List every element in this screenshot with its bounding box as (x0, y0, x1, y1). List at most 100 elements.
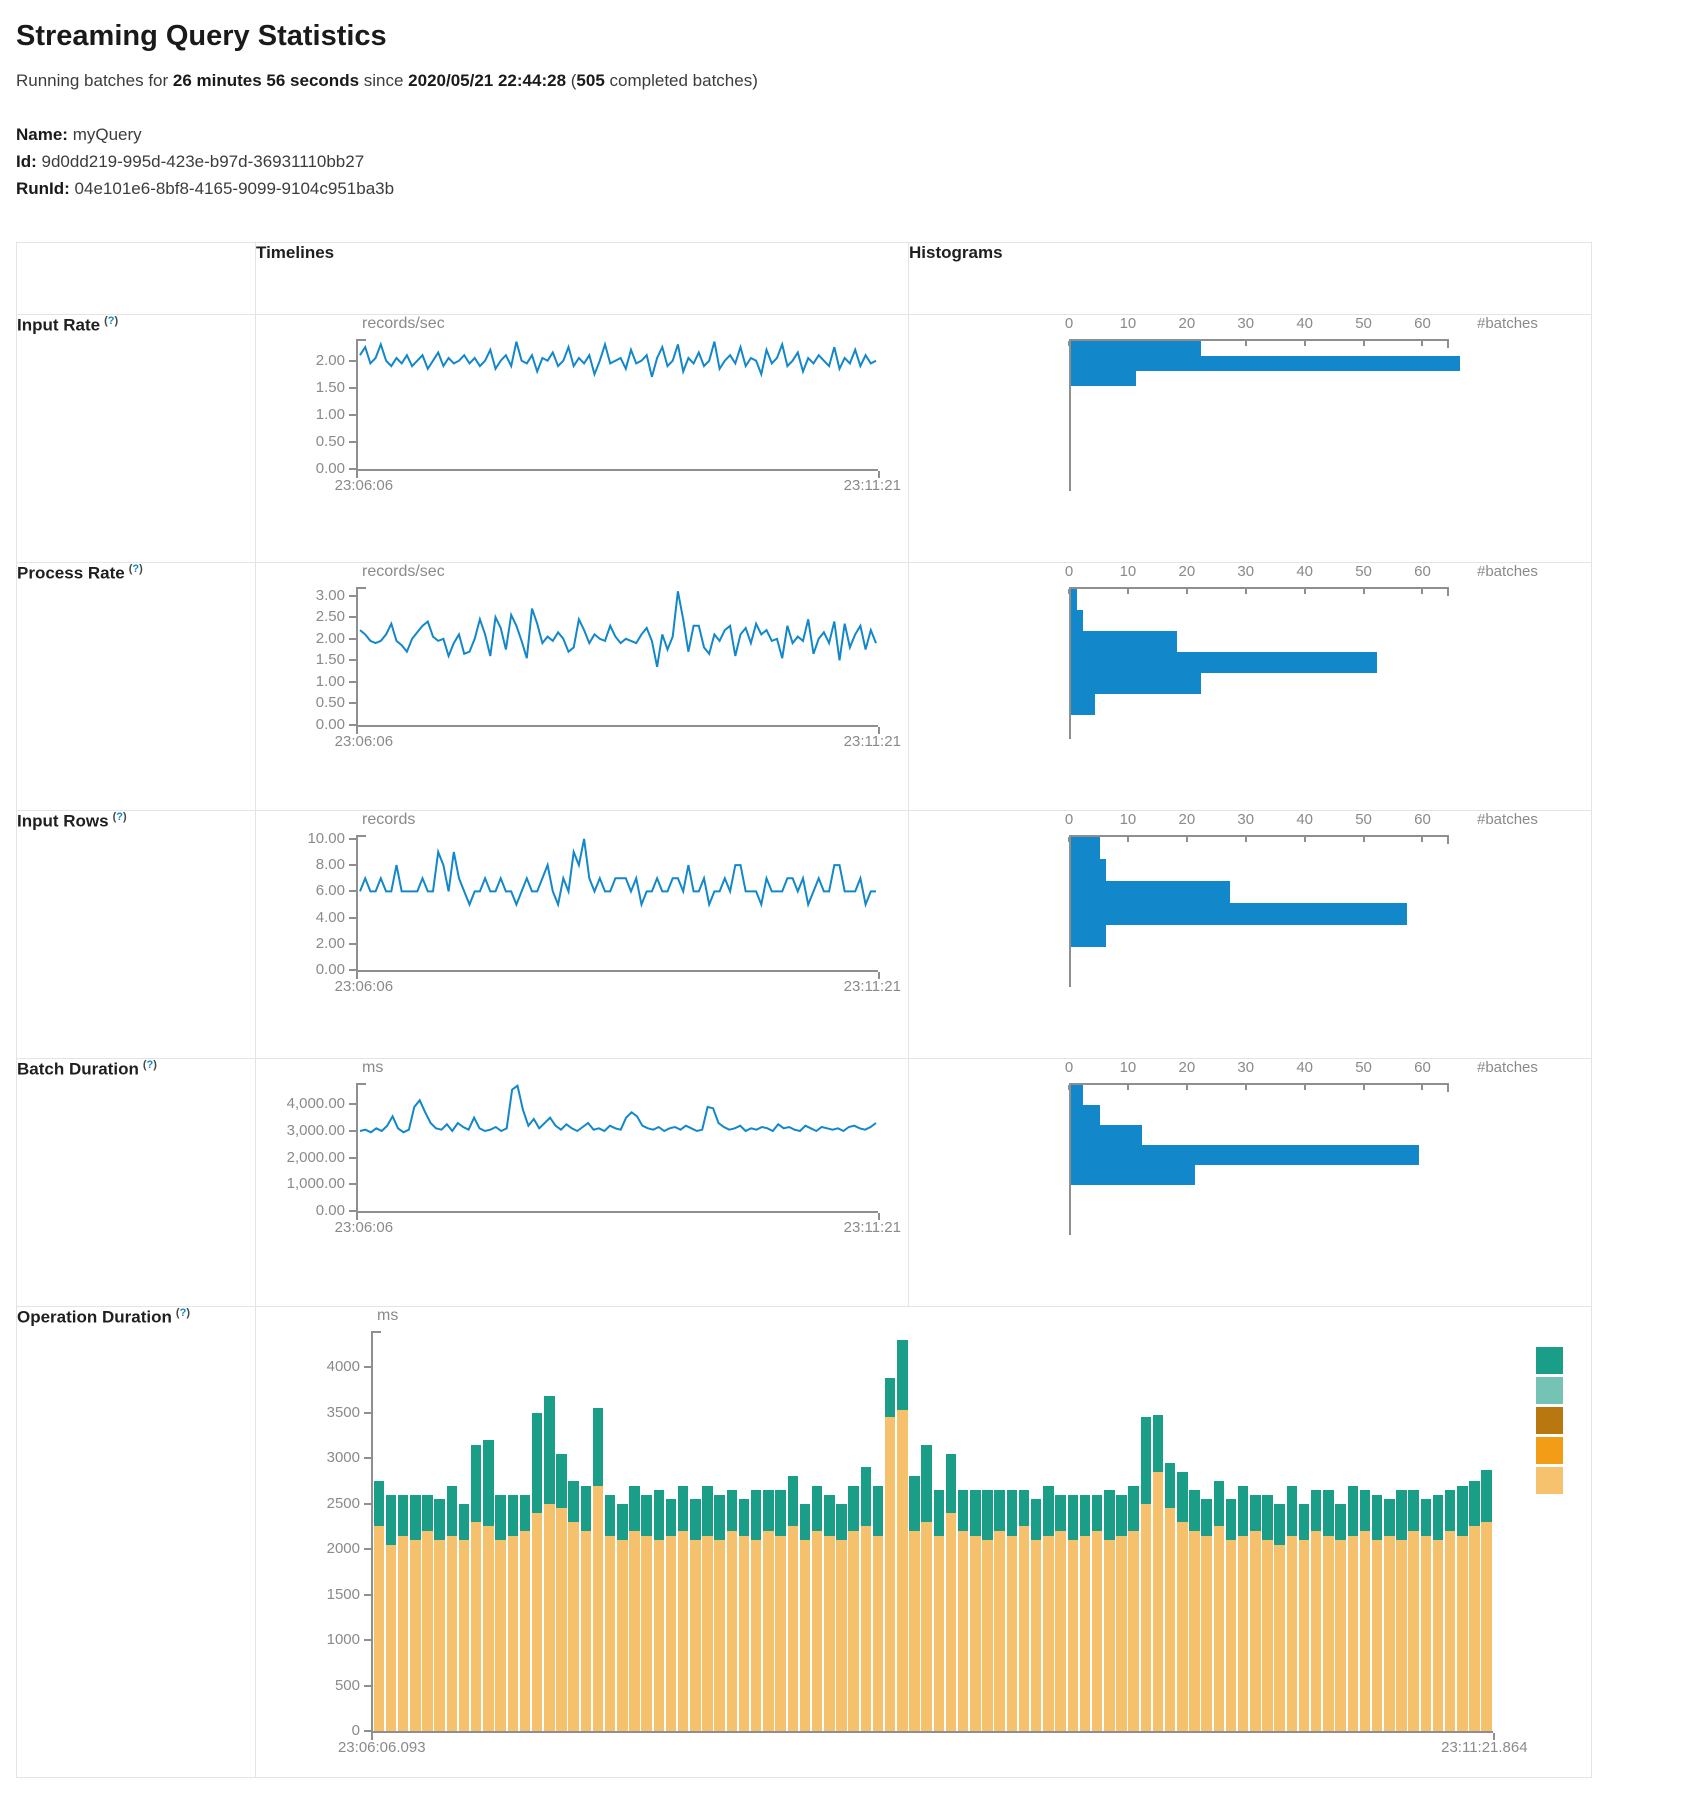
stacked-bar-bottom-segment (1274, 1544, 1285, 1731)
batch-duration-timeline-cell: ms 4,000.00 3,000.00 2,000.00 1,000.00 0.00 2… (255, 1058, 909, 1307)
input-rate-line-plot: 2.00 1.50 1.00 0.50 0.00 23:06:06 23:11:21 (316, 339, 901, 494)
stacked-bar-bottom-segment (1201, 1535, 1212, 1731)
y-tick-label: 4000 (326, 1358, 360, 1376)
stacked-bar-bottom-segment (1164, 1508, 1176, 1731)
stacked-bar-bottom-segment (1323, 1535, 1334, 1731)
y-tick-label: 3,000.00 (286, 1122, 345, 1139)
x-tick-label: 50 (1355, 811, 1372, 828)
help-tooltip-icon[interactable]: (?) (175, 1307, 190, 1319)
stacked-bar-bottom-segment (970, 1535, 981, 1731)
histogram-y-axis (1069, 587, 1071, 739)
stacked-bar-bottom-segment (677, 1531, 689, 1731)
stacked-bar-top-segment (957, 1490, 969, 1531)
x-tick-label: 10 (1119, 563, 1137, 580)
stacked-bar-bottom-segment (1189, 1531, 1200, 1731)
stacked-bar-bottom-segment (1444, 1531, 1456, 1731)
stacked-bar-bottom-segment (1030, 1540, 1042, 1731)
x-tick-mark (1303, 1085, 1306, 1090)
x-axis-end-tick (356, 1213, 358, 1220)
stacked-bar-top-segment (617, 1503, 628, 1541)
query-runid-row: RunId: 04e101e6-8bf8-4165-9099-9104c951b… (16, 175, 1677, 202)
help-tooltip-icon[interactable]: (?) (142, 1059, 157, 1071)
row-label-process-rate: Process Rate (?) (16, 562, 256, 811)
y-tick-label: 3000 (326, 1449, 360, 1467)
stacked-bar-top-segment (1116, 1494, 1127, 1536)
x-tick-mark (1244, 837, 1247, 842)
y-tick-mark (349, 864, 356, 867)
y-tick-label: 1.50 (315, 651, 345, 669)
y-tick-mark (349, 1130, 356, 1132)
x-tick-mark (1303, 837, 1306, 842)
stacked-bar-top-segment (1006, 1490, 1018, 1536)
query-name-row: Name: myQuery (16, 121, 1677, 148)
stacked-bar-bottom-segment (1140, 1503, 1152, 1731)
x-axis-end-tick (371, 1733, 373, 1740)
histogram-bar (1071, 694, 1095, 715)
stacked-bar-bottom-segment (1286, 1535, 1298, 1731)
y-tick-mark (364, 1502, 371, 1505)
stacked-bar-top-segment (1189, 1490, 1200, 1531)
input-rows-histogram-cell: 0 10 20 30 40 50 60 #batches (908, 810, 1592, 1059)
help-tooltip-icon[interactable]: (?) (104, 315, 119, 327)
x-tick-label-start: 23:06:06 (334, 978, 394, 995)
y-tick-label: 0.00 (315, 1202, 345, 1219)
stacked-bar-top-segment (385, 1494, 397, 1545)
stacked-bar-top-segment (580, 1485, 592, 1531)
y-tick-mark (364, 1730, 371, 1732)
stacked-bar-bottom-segment (994, 1531, 1005, 1731)
stacked-bar-bottom-segment (957, 1531, 969, 1731)
stacked-bar-top-segment (811, 1485, 823, 1531)
stacked-bar-top-segment (592, 1408, 604, 1486)
help-tooltip-icon[interactable]: (?) (112, 811, 127, 823)
stacked-bar-bottom-segment (1177, 1521, 1188, 1731)
histogram-bar (1071, 1105, 1101, 1125)
stacked-bar-bottom-segment (897, 1410, 908, 1731)
y-tick-label: 500 (334, 1676, 360, 1694)
stacked-bar-bottom-segment (1055, 1531, 1066, 1731)
stacked-bar-bottom-segment (470, 1521, 482, 1731)
histogram-bar (1071, 1085, 1083, 1105)
process-rate-histogram-cell: 0 10 20 30 40 50 60 #batches (908, 562, 1592, 811)
y-tick-mark (349, 1183, 356, 1186)
x-tick-label: 10 (1119, 315, 1137, 332)
histogram-bar (1071, 610, 1083, 631)
stacked-bar-top-segment (653, 1490, 665, 1541)
y-tick-mark (349, 890, 356, 893)
x-tick-mark (1185, 837, 1188, 842)
y-tick-label: 6.00 (315, 882, 345, 900)
stacked-bar-bottom-segment (848, 1531, 859, 1731)
operation-duration-row: Operation Duration (?) ms 4000 3500 3000 250… (16, 1306, 1592, 1778)
stacked-bar-top-segment (556, 1453, 567, 1509)
process-rate-row: Process Rate (?) records/sec 3.00 2.50 2.00… (16, 562, 1592, 811)
stacked-bar-top-segment (909, 1476, 920, 1531)
stacked-bar-bottom-segment (519, 1531, 531, 1731)
stacked-bar-top-segment (1201, 1499, 1212, 1536)
process-rate-histogram-chart: 0 10 20 30 40 50 60 #batches (1065, 563, 1591, 763)
stacked-bar-top-segment (483, 1440, 494, 1527)
x-tick-mark (1244, 589, 1247, 594)
stacked-bar-top-segment (897, 1340, 908, 1411)
stacked-bar-bottom-segment (836, 1540, 847, 1731)
y-tick-label: 1500 (326, 1585, 360, 1603)
histogram-bar (1071, 631, 1178, 652)
input-rows-timeline-chart: records 10.00 8.00 6.00 4.00 2.00 0.00 23:06:0… (307, 811, 908, 995)
input-rows-line-plot: 10.00 8.00 6.00 4.00 2.00 0.00 23:06:06 23:11:2… (307, 830, 900, 995)
x-tick-mark (1362, 341, 1365, 346)
y-tick-mark (349, 680, 356, 683)
stacked-bar-top-segment (1091, 1494, 1103, 1531)
stacked-bar-top-segment (1371, 1494, 1383, 1541)
summary-start-time: 2020/05/21 22:44:28 (408, 71, 567, 90)
legend-swatch-5 (1536, 1467, 1563, 1494)
y-tick-mark (349, 1156, 356, 1159)
x-tick-mark (1303, 589, 1306, 594)
stacked-bar-bottom-segment (531, 1512, 543, 1731)
stacked-bar-bottom-segment (483, 1526, 494, 1731)
y-tick-mark (349, 1210, 356, 1212)
input-rate-histogram-chart: 0 10 20 30 40 50 60 #batches (1065, 315, 1591, 515)
stacked-bar-bottom-segment (422, 1531, 433, 1731)
help-tooltip-icon[interactable]: (?) (128, 563, 143, 575)
query-metadata: Name: myQuery Id: 9d0dd219-995d-423e-b97… (16, 121, 1677, 202)
stacked-bar-bottom-segment (544, 1503, 555, 1731)
y-tick-label: 0.50 (315, 432, 345, 450)
stacked-bar-bottom-segment (1237, 1535, 1249, 1731)
